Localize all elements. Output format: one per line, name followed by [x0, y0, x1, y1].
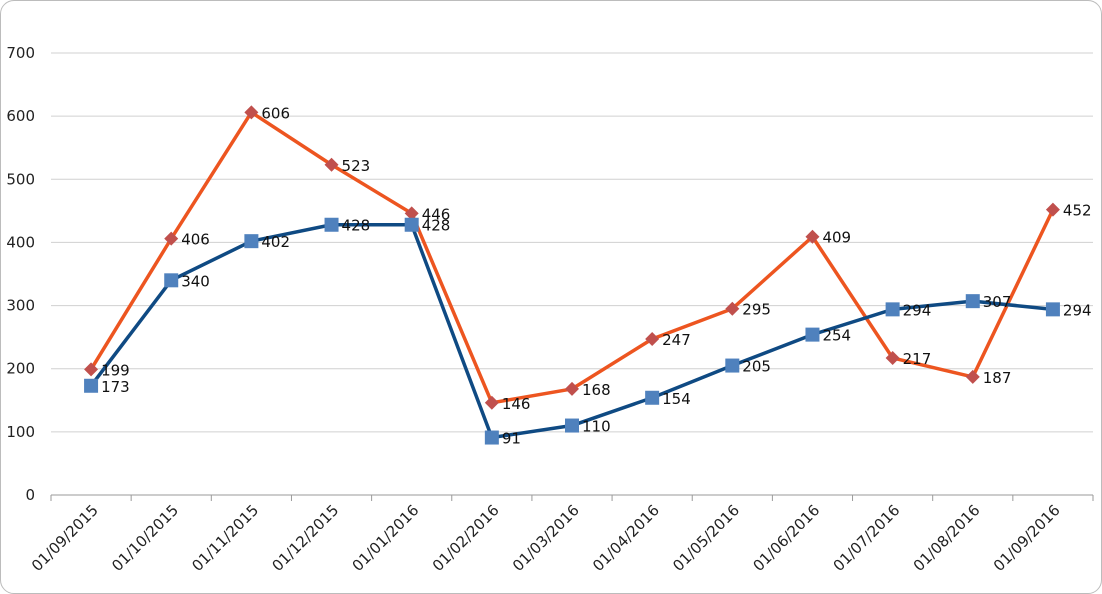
- data-label: 91: [502, 430, 521, 448]
- data-point: [965, 369, 980, 384]
- data-label: 168: [582, 381, 611, 399]
- data-point: [404, 217, 419, 232]
- data-label: 428: [422, 217, 451, 235]
- series-line: [89, 222, 1054, 440]
- gridlines: [50, 52, 1094, 501]
- data-label: 199: [101, 361, 130, 379]
- data-point: [164, 231, 179, 246]
- data-label: 173: [101, 378, 130, 396]
- data-label: 187: [983, 369, 1012, 387]
- data-point: [725, 358, 740, 373]
- data-point: [885, 350, 900, 365]
- data-point: [84, 362, 99, 377]
- data-label: 110: [582, 418, 611, 436]
- data-point: [645, 332, 660, 347]
- data-label: 409: [822, 229, 851, 247]
- y-axis-ticks: 0 100 200 300 400 500 600 700: [6, 44, 35, 504]
- data-point: [1045, 302, 1060, 317]
- x-tick-label: 01/12/2015: [268, 501, 342, 575]
- data-point: [404, 206, 419, 221]
- data-label: 406: [181, 231, 210, 249]
- data-label: 307: [983, 293, 1012, 311]
- data-label: 523: [342, 157, 371, 175]
- x-tick-label: 01/09/2015: [28, 501, 102, 575]
- x-tick-label: 01/10/2015: [108, 501, 182, 575]
- data-point: [484, 430, 499, 445]
- data-point: [244, 234, 259, 249]
- data-point: [324, 217, 339, 232]
- data-point: [244, 105, 259, 120]
- data-label: 294: [1063, 301, 1092, 319]
- y-tick-label: 200: [6, 360, 35, 378]
- x-tick-label: 01/09/2016: [990, 501, 1064, 575]
- data-label: 217: [903, 350, 932, 368]
- data-label: 428: [342, 217, 371, 235]
- x-tick-label: 01/05/2016: [669, 501, 743, 575]
- data-label: 154: [662, 390, 691, 408]
- data-point: [805, 229, 820, 244]
- data-label: 402: [261, 233, 290, 251]
- data-labels: 199 406 606 523 446 146 168 247 295 409 217 187 452 1…: [101, 104, 1091, 447]
- x-tick-label: 01/02/2016: [429, 501, 503, 575]
- y-tick-label: 0: [25, 486, 35, 504]
- y-tick-label: 300: [6, 297, 35, 315]
- data-label: 205: [742, 358, 771, 376]
- series-markers: [84, 105, 1060, 445]
- data-label: 254: [822, 327, 851, 345]
- y-tick-label: 400: [6, 233, 35, 251]
- x-tick-label: 01/07/2016: [830, 501, 904, 575]
- x-tick-label: 01/01/2016: [349, 501, 423, 575]
- x-tick-label: 01/04/2016: [589, 501, 663, 575]
- data-point: [164, 273, 179, 288]
- data-label: 340: [181, 272, 210, 290]
- data-label: 294: [903, 301, 932, 319]
- data-label: 295: [742, 301, 771, 319]
- y-tick-label: 500: [6, 170, 35, 188]
- y-tick-label: 700: [6, 44, 35, 62]
- x-tick-label: 01/03/2016: [509, 501, 583, 575]
- data-point: [565, 381, 579, 396]
- data-label: 146: [502, 395, 531, 413]
- data-point: [84, 378, 99, 393]
- data-point: [885, 302, 900, 317]
- data-point: [324, 157, 339, 172]
- data-point: [645, 390, 660, 405]
- data-point: [1045, 202, 1060, 217]
- x-axis-ticks: 01/09/2015 01/10/2015 01/11/2015 01/12/2015…: [28, 501, 1064, 575]
- data-point: [965, 294, 980, 309]
- data-label: 606: [261, 104, 290, 122]
- data-point: [565, 418, 579, 433]
- data-label: 446: [422, 205, 451, 223]
- y-tick-label: 600: [6, 107, 35, 125]
- data-label: 247: [662, 331, 691, 349]
- y-tick-label: 100: [6, 423, 35, 441]
- data-label: 452: [1063, 202, 1092, 220]
- data-point: [484, 395, 499, 410]
- data-point: [805, 327, 820, 342]
- data-point: [725, 301, 740, 316]
- x-tick-label: 01/11/2015: [188, 501, 262, 575]
- x-tick-label: 01/08/2016: [910, 501, 984, 575]
- x-tick-label: 01/06/2016: [749, 501, 823, 575]
